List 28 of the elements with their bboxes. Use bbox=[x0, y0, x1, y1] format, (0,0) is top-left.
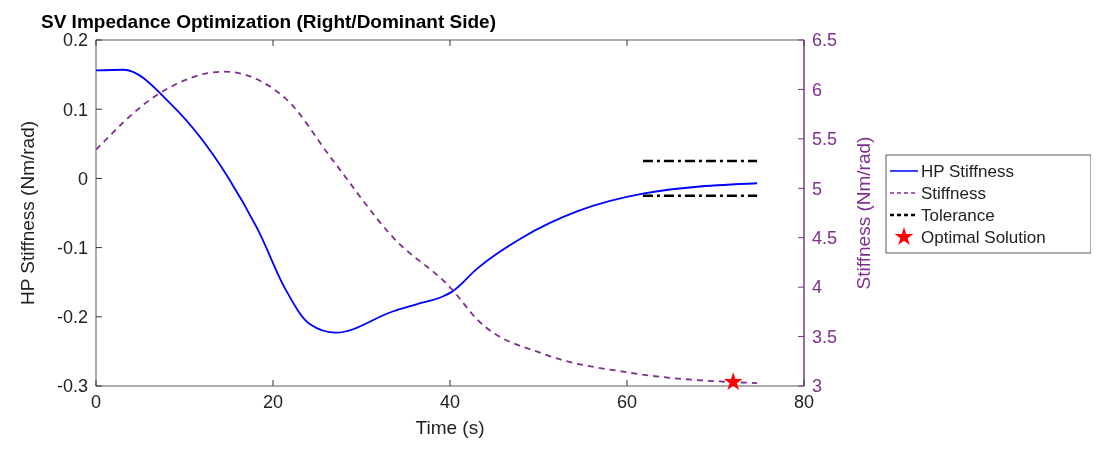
y2-tick-label: 3 bbox=[812, 376, 823, 397]
y-tick-label: 0.1 bbox=[62, 99, 88, 120]
y2-tick-label: 6.5 bbox=[812, 30, 838, 51]
x-tick-label: 40 bbox=[439, 392, 461, 412]
chart-title: SV Impedance Optimization (Right/Dominant Side) bbox=[41, 11, 496, 32]
x-tick-label: 80 bbox=[793, 392, 815, 412]
line-series bbox=[95, 68, 758, 334]
x-tick-label: 20 bbox=[262, 392, 284, 412]
y-tick-label: -0.3 bbox=[56, 376, 88, 397]
y-tick-label: -0.2 bbox=[56, 307, 88, 328]
legend-label: Optimal Solution bbox=[921, 227, 1046, 247]
y-tick-label: 0.2 bbox=[62, 30, 88, 51]
y-axis-title: HP Stiffness (Nm/rad) bbox=[17, 120, 38, 306]
y2-tick-label: 4.5 bbox=[812, 228, 838, 249]
y2-tick-label: 5 bbox=[812, 178, 823, 199]
x-axis-title: Time (s) bbox=[415, 417, 485, 438]
x-tick-label: 0 bbox=[90, 392, 102, 412]
y2-tick-label: 5.5 bbox=[812, 129, 838, 150]
x-tick-label: 60 bbox=[616, 392, 638, 412]
legend-label: Stiffness bbox=[921, 183, 986, 203]
y2-tick-label: 6 bbox=[812, 79, 823, 100]
legend-label: Tolerance bbox=[921, 205, 995, 225]
y2-tick-label: 3.5 bbox=[812, 326, 838, 347]
legend-label: HP Stiffness bbox=[921, 161, 1014, 181]
y-tick-label: -0.1 bbox=[56, 237, 88, 258]
y2-axis-title: Stiffness (Nm/rad) bbox=[853, 136, 874, 290]
y-tick-label: 0 bbox=[77, 168, 88, 189]
y2-tick-label: 4 bbox=[812, 277, 823, 298]
